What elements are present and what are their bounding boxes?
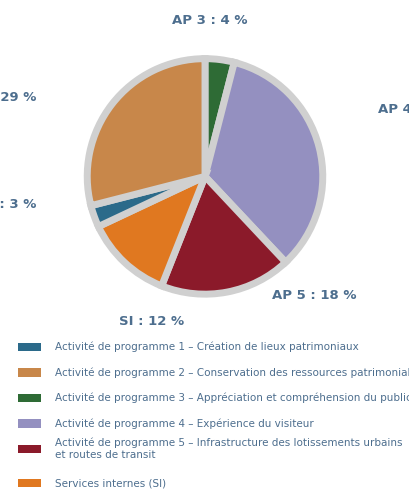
- Wedge shape: [204, 58, 234, 176]
- Text: Activité de programme 3 – Appréciation et compréhension du public: Activité de programme 3 – Appréciation e…: [55, 393, 409, 403]
- Bar: [18, 394, 41, 402]
- Wedge shape: [204, 62, 322, 262]
- Wedge shape: [87, 58, 204, 206]
- Bar: [18, 343, 41, 351]
- Bar: [18, 420, 41, 428]
- Bar: [18, 445, 41, 453]
- Bar: [18, 479, 41, 487]
- Wedge shape: [98, 176, 204, 286]
- Text: AP 5 : 18 %: AP 5 : 18 %: [271, 289, 355, 302]
- Text: SI : 12 %: SI : 12 %: [118, 314, 183, 328]
- Text: AP 4 : 34 %: AP 4 : 34 %: [377, 104, 409, 117]
- Text: Activité de programme 5 – Infrastructure des lotissements urbains
et routes de t: Activité de programme 5 – Infrastructure…: [55, 438, 402, 460]
- Wedge shape: [91, 176, 204, 226]
- Text: AP 1 : 3 %: AP 1 : 3 %: [0, 198, 36, 211]
- Text: AP 2 : 29 %: AP 2 : 29 %: [0, 90, 36, 104]
- Text: Activité de programme 4 – Expérience du visiteur: Activité de programme 4 – Expérience du …: [55, 418, 313, 428]
- Bar: [18, 368, 41, 376]
- Text: Services internes (SI): Services internes (SI): [55, 478, 166, 488]
- Text: Activité de programme 2 – Conservation des ressources patrimoniales: Activité de programme 2 – Conservation d…: [55, 367, 409, 378]
- Text: AP 3 : 4 %: AP 3 : 4 %: [172, 14, 247, 26]
- Text: Activité de programme 1 – Création de lieux patrimoniaux: Activité de programme 1 – Création de li…: [55, 342, 358, 352]
- Wedge shape: [161, 176, 285, 294]
